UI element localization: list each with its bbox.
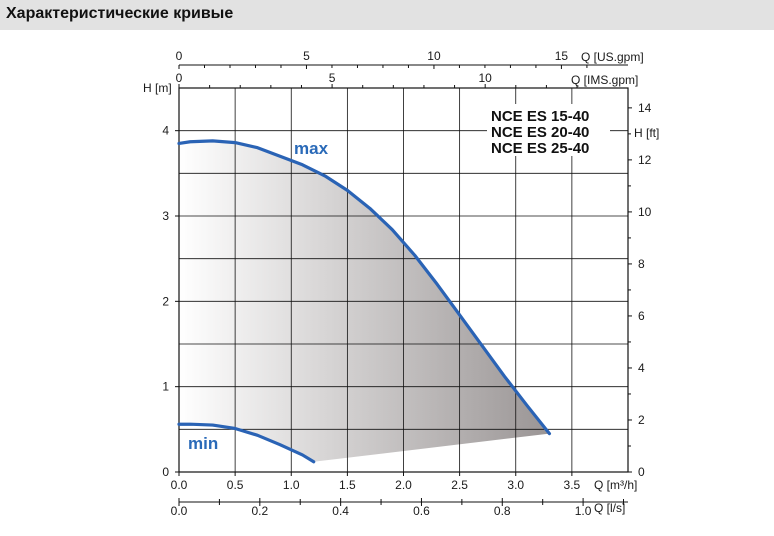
right-tick-label: 0 [638, 465, 645, 479]
right-axis-label: H [ft] [634, 126, 659, 140]
series-line-max [177, 139, 552, 436]
model-label-3: NCE ES 25-40 [491, 140, 589, 157]
top2-tick-label: 10 [478, 71, 492, 85]
right-tick-label: 14 [638, 101, 652, 115]
bottom1-tick-label: 3.5 [564, 478, 581, 492]
bottom1-tick-label: 0.5 [227, 478, 244, 492]
model-label-1: NCE ES 15-40 [491, 108, 589, 125]
bottom1-tick-label: 0.0 [171, 478, 188, 492]
right-tick-label: 10 [638, 205, 652, 219]
bottom2-tick-label: 0.6 [413, 504, 430, 518]
page-title: Характеристические кривые [6, 5, 234, 22]
top1-tick-label: 15 [555, 49, 569, 63]
left-tick-label: 2 [162, 294, 169, 308]
right-tick-label: 8 [638, 257, 645, 271]
left-tick-label: 4 [162, 124, 169, 138]
header-bar: Характеристические кривые [0, 0, 774, 30]
right-tick-label: 12 [638, 153, 652, 167]
series-label-min: min [188, 434, 218, 453]
bottom2-tick-label: 0.4 [332, 504, 349, 518]
bottom1-tick-label: 1.0 [283, 478, 300, 492]
series-lines [177, 139, 552, 464]
bottom1-tick-label: 1.5 [339, 478, 356, 492]
model-label-2: NCE ES 20-40 [491, 124, 589, 141]
bottom1-tick-label: 2.0 [395, 478, 412, 492]
left-tick-label: 0 [162, 465, 169, 479]
left-tick-label: 3 [162, 209, 169, 223]
series-line-min [177, 422, 316, 464]
bottom2-tick-label: 0.8 [494, 504, 511, 518]
right-tick-label: 6 [638, 309, 645, 323]
model-box [487, 104, 610, 156]
bottom2-tick-label: 0.0 [171, 504, 188, 518]
top1-tick-label: 5 [303, 49, 310, 63]
right-tick-label: 2 [638, 413, 645, 427]
top1-tick-label: 10 [427, 49, 441, 63]
top2-tick-label: 0 [176, 71, 183, 85]
top2-tick-label: 5 [329, 71, 336, 85]
bottom2-axis-label: Q [l/s] [594, 501, 625, 515]
left-axis-label: H [m] [143, 81, 172, 95]
top1-tick-label: 0 [176, 49, 183, 63]
left-tick-label: 1 [162, 380, 169, 394]
bottom2-tick-label: 0.2 [251, 504, 268, 518]
bottom1-axis-label: Q [m³/h] [594, 478, 637, 492]
bottom1-tick-label: 2.5 [451, 478, 468, 492]
top2-axis-label: Q [IMS.gpm] [571, 73, 638, 87]
bottom2-tick-label: 1.0 [575, 504, 592, 518]
bottom1-tick-label: 3.0 [507, 478, 524, 492]
right-tick-label: 4 [638, 361, 645, 375]
series-label-max: max [294, 139, 329, 158]
top1-axis-label: Q [US.gpm] [581, 50, 644, 64]
